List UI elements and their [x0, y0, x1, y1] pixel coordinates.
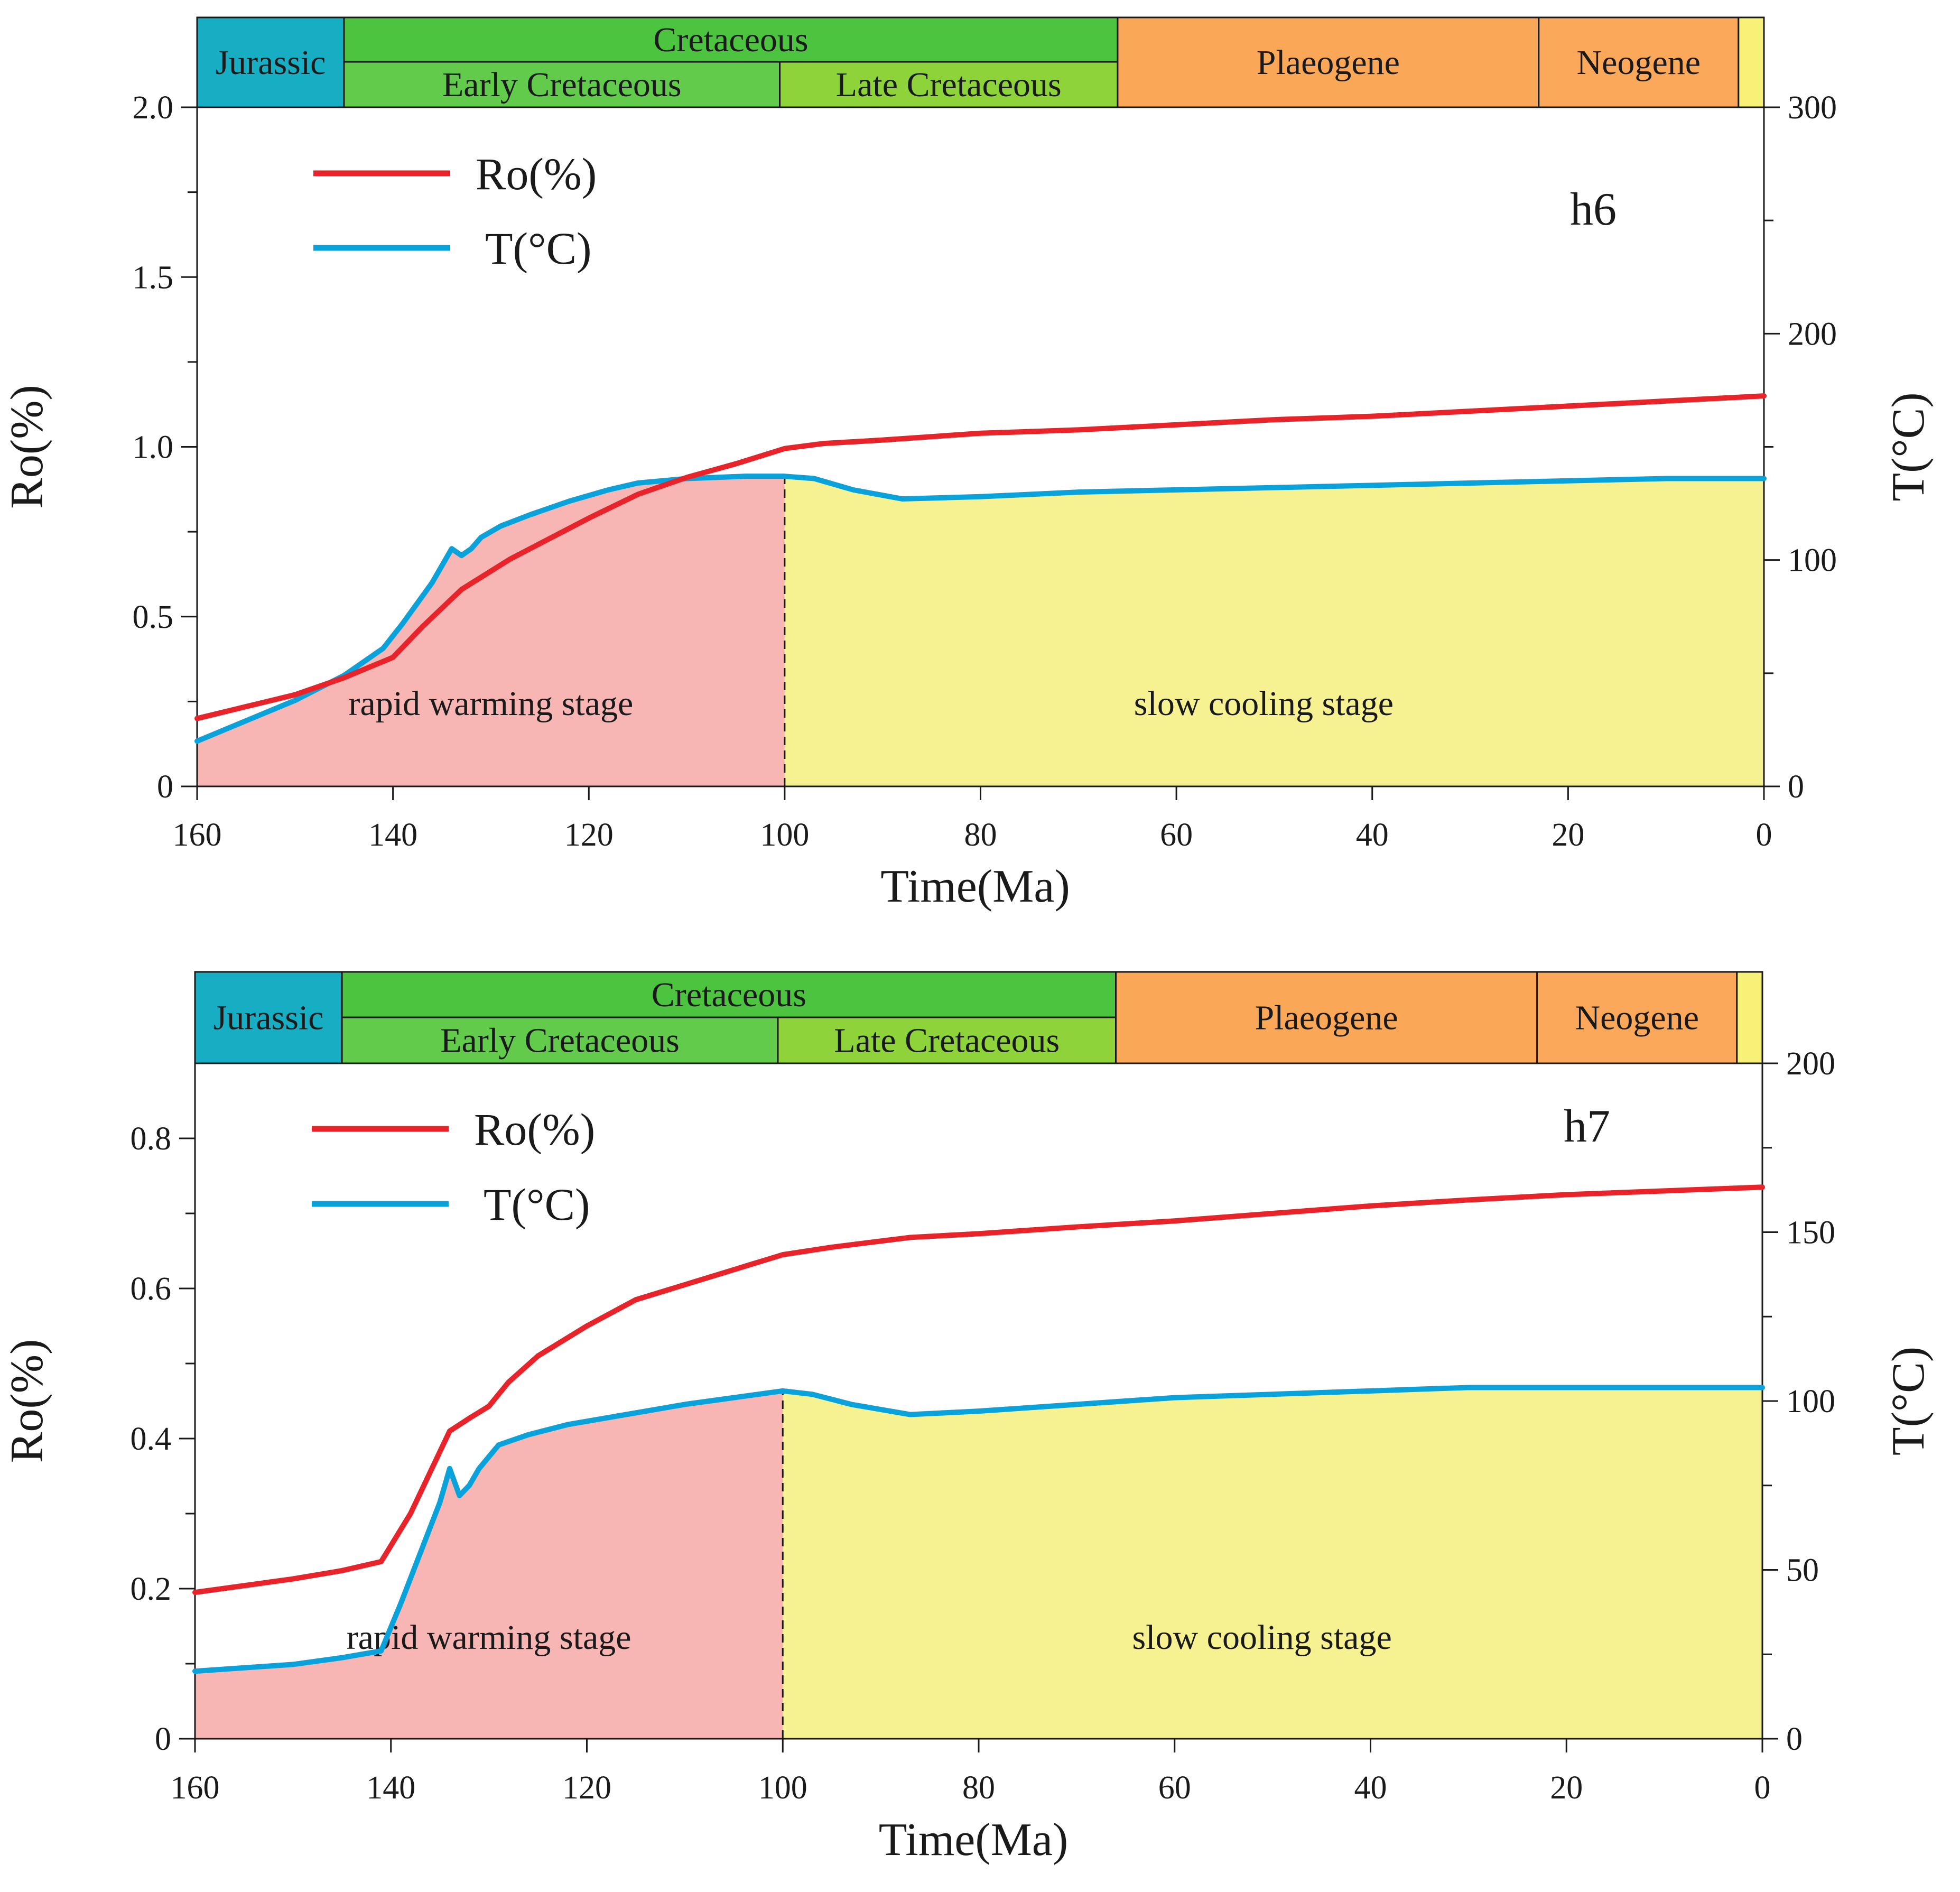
y-tick-label: 0.5 [133, 599, 174, 635]
y2-tick-label: 200 [1788, 316, 1837, 352]
period-box [777, 1016, 1117, 1064]
legend-t-label: T(°C) [484, 1179, 590, 1230]
y-tick-label: 0.4 [131, 1421, 172, 1457]
rapid-warming-area [195, 1390, 783, 1739]
x-tick-label: 0 [1756, 817, 1772, 853]
period-label: Early Cretaceous [442, 66, 682, 104]
y2-tick-label: 150 [1786, 1215, 1835, 1251]
x-tick-label: 160 [171, 1770, 220, 1806]
period-box [1738, 16, 1765, 108]
period-label: Late Cretaceous [834, 1022, 1060, 1060]
y-tick-label: 0.6 [131, 1271, 172, 1307]
x-tick-label: 40 [1356, 817, 1389, 853]
y-axis-title: Ro(%) [2, 1339, 53, 1463]
y-tick-label: 0.2 [131, 1571, 172, 1607]
legend-ro-label: Ro(%) [474, 1104, 595, 1155]
x-tick-label: 20 [1552, 817, 1584, 853]
y-tick-label: 0 [155, 1721, 171, 1757]
chart-panel-h7: rapid warming stage slow cooling stageJur… [2, 971, 1934, 1866]
y2-tick-label: 100 [1788, 543, 1837, 579]
stage-label: rapid warming stage [349, 684, 634, 723]
slow-cooling-area [783, 1387, 1762, 1739]
period-box [1736, 971, 1763, 1064]
x-tick-label: 60 [1160, 817, 1193, 853]
x-tick-label: 120 [564, 817, 614, 853]
period-box [1538, 16, 1740, 108]
x-tick-label: 40 [1354, 1770, 1387, 1806]
period-box [779, 61, 1119, 108]
period-box [343, 16, 1119, 63]
y-tick-label: 2.0 [133, 90, 174, 126]
chart-panel-h6: rapid warming stage slow cooling stage Jur… [2, 16, 1934, 912]
period-box [1536, 971, 1738, 1064]
y-tick-label: 0 [157, 769, 173, 805]
x-tick-label: 60 [1158, 1770, 1191, 1806]
y-tick-label: 0.8 [131, 1121, 172, 1157]
period-label: Jurassic [216, 43, 326, 82]
temperature-line [192, 1385, 1765, 1674]
period-box [341, 971, 1117, 1018]
period-label: Neogene [1575, 999, 1699, 1037]
x-tick-label: 80 [962, 1770, 995, 1806]
panel-tag: h7 [1564, 1101, 1610, 1152]
ro-line [192, 1184, 1765, 1596]
stage-label: slow cooling stage [1134, 684, 1394, 723]
stage-label: slow cooling stage [1132, 1618, 1391, 1657]
x-tick-label: 140 [368, 817, 417, 853]
period-label: Jurassic [213, 999, 324, 1037]
y2-tick-label: 0 [1788, 769, 1804, 805]
y-axis-title: Ro(%) [2, 385, 53, 509]
x-tick-label: 100 [758, 1770, 807, 1806]
panel-tag: h6 [1570, 184, 1617, 235]
period-box [1115, 971, 1538, 1064]
y2-axis-title: T(°C) [1883, 392, 1934, 501]
period-label: Plaeogene [1255, 999, 1398, 1037]
y2-tick-label: 0 [1786, 1721, 1803, 1757]
x-tick-label: 120 [562, 1770, 611, 1806]
period-label: Plaeogene [1257, 43, 1400, 82]
period-box [1117, 16, 1540, 108]
x-tick-label: 100 [760, 817, 809, 853]
rapid-warming-area [197, 476, 785, 786]
y2-tick-label: 50 [1786, 1553, 1819, 1589]
x-axis-title: Time(Ma) [879, 1814, 1069, 1866]
x-tick-label: 140 [366, 1770, 415, 1806]
period-box [196, 16, 345, 108]
slow-cooling-area [784, 476, 1764, 786]
x-tick-label: 80 [964, 817, 997, 853]
y2-tick-label: 300 [1788, 90, 1837, 126]
y-tick-label: 1.0 [133, 430, 174, 466]
legend-t-label: T(°C) [485, 223, 592, 274]
x-tick-label: 160 [173, 817, 222, 853]
period-label: Neogene [1577, 43, 1701, 82]
y2-tick-label: 200 [1786, 1046, 1835, 1082]
period-label: Early Cretaceous [440, 1022, 680, 1060]
period-box [194, 971, 343, 1064]
temperature-line [194, 474, 1767, 744]
ro-line [194, 393, 1767, 721]
y2-tick-label: 100 [1786, 1384, 1835, 1420]
x-tick-label: 0 [1754, 1770, 1771, 1806]
period-box [341, 1016, 779, 1064]
y2-axis-title: T(°C) [1883, 1347, 1934, 1455]
period-label: Late Cretaceous [836, 66, 1062, 104]
x-axis-title: Time(Ma) [880, 861, 1070, 912]
y-tick-label: 1.5 [133, 259, 174, 295]
period-label: Cretaceous [653, 21, 808, 59]
period-label: Cretaceous [652, 976, 806, 1014]
x-tick-label: 20 [1550, 1770, 1583, 1806]
legend-ro-label: Ro(%) [476, 149, 597, 199]
